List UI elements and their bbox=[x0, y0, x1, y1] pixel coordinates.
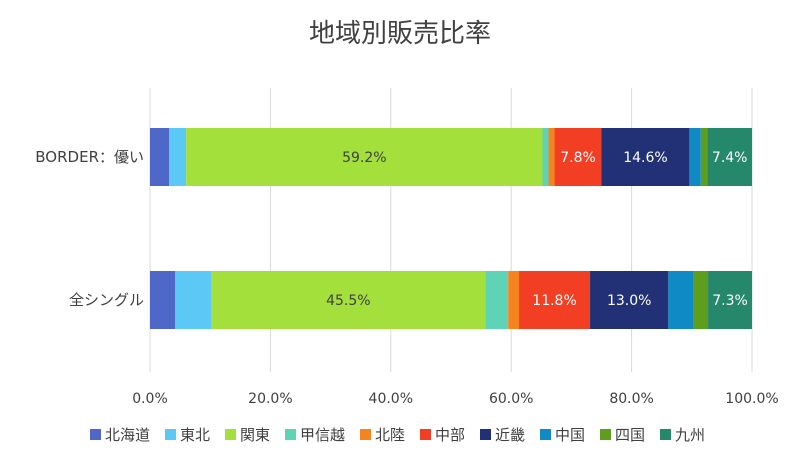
bar-segment bbox=[542, 128, 549, 186]
x-tick-label: 20.0% bbox=[248, 391, 292, 407]
x-tick-label: 80.0% bbox=[609, 391, 653, 407]
data-label: 59.2% bbox=[342, 150, 386, 166]
legend-swatch bbox=[420, 429, 431, 440]
data-label: 45.5% bbox=[326, 293, 370, 309]
legend-swatch bbox=[90, 429, 101, 440]
legend-label: 東北 bbox=[180, 426, 210, 444]
bar-segment bbox=[601, 128, 690, 186]
bar-segment bbox=[693, 271, 709, 329]
legend-swatch bbox=[480, 429, 491, 440]
bar-segment bbox=[548, 128, 555, 186]
legend-item: 中部 bbox=[420, 426, 465, 444]
data-label: 7.3% bbox=[712, 293, 748, 309]
bar-segment bbox=[590, 271, 669, 329]
legend-item: 九州 bbox=[660, 426, 705, 444]
bar-segment bbox=[175, 271, 212, 329]
legend-swatch bbox=[285, 429, 296, 440]
data-labels: 59.2% 7.8% 14.6% 7.4% 45.5% 11.8% 13.0% 7.3% bbox=[326, 150, 748, 309]
bar-segment bbox=[708, 271, 752, 329]
bar-segment bbox=[707, 128, 752, 186]
bars bbox=[150, 128, 752, 329]
legend-swatch bbox=[165, 429, 176, 440]
bar-segment bbox=[150, 128, 170, 186]
bar-segment bbox=[700, 128, 708, 186]
bar-segment bbox=[554, 128, 602, 186]
legend-item: 関東 bbox=[225, 426, 270, 444]
category-label: BORDER：優い bbox=[35, 148, 144, 166]
x-tick-label: 100.0% bbox=[725, 391, 778, 407]
legend-swatch bbox=[600, 429, 611, 440]
bar-segment bbox=[668, 271, 694, 329]
legend-item: 四国 bbox=[600, 426, 645, 444]
legend-label: 四国 bbox=[615, 426, 645, 444]
bar-segment bbox=[150, 271, 176, 329]
x-tick-label: 40.0% bbox=[369, 391, 413, 407]
data-label: 14.6% bbox=[623, 150, 667, 166]
bar-segment bbox=[519, 271, 591, 329]
legend: 北海道 東北 関東 甲信越 北陸 中部 近畿 中国 四国 九州 bbox=[90, 426, 705, 444]
bar-segment bbox=[485, 271, 509, 329]
x-tick-label: 0.0% bbox=[132, 391, 168, 407]
legend-label: 甲信越 bbox=[300, 426, 345, 444]
data-label: 7.8% bbox=[560, 150, 596, 166]
data-label: 7.4% bbox=[712, 150, 748, 166]
legend-label: 近畿 bbox=[495, 426, 525, 444]
legend-swatch bbox=[660, 429, 671, 440]
legend-label: 関東 bbox=[240, 426, 270, 444]
legend-label: 中部 bbox=[435, 426, 465, 444]
legend-label: 中国 bbox=[555, 426, 585, 444]
legend-swatch bbox=[540, 429, 551, 440]
legend-label: 北海道 bbox=[105, 426, 150, 444]
bar-segment bbox=[211, 271, 486, 329]
x-tick-label: 60.0% bbox=[489, 391, 533, 407]
legend-swatch bbox=[360, 429, 371, 440]
legend-item: 北海道 bbox=[90, 426, 150, 444]
data-label: 13.0% bbox=[607, 293, 651, 309]
category-label: 全シングル bbox=[69, 291, 144, 309]
legend-item: 近畿 bbox=[480, 426, 525, 444]
chart-title: 地域別販売比率 bbox=[309, 19, 491, 49]
legend-item: 中国 bbox=[540, 426, 585, 444]
bar-segment bbox=[689, 128, 701, 186]
legend-item: 東北 bbox=[165, 426, 210, 444]
legend-item: 北陸 bbox=[360, 426, 405, 444]
legend-item: 甲信越 bbox=[285, 426, 345, 444]
legend-label: 九州 bbox=[675, 426, 705, 444]
x-axis-ticks: 0.0% 20.0% 40.0% 60.0% 80.0% 100.0% bbox=[132, 391, 778, 407]
bar-segment bbox=[169, 128, 187, 186]
bar-segment bbox=[508, 271, 520, 329]
data-label: 11.8% bbox=[532, 293, 576, 309]
bar-segment bbox=[186, 128, 543, 186]
legend-label: 北陸 bbox=[375, 426, 405, 444]
legend-swatch bbox=[225, 429, 236, 440]
